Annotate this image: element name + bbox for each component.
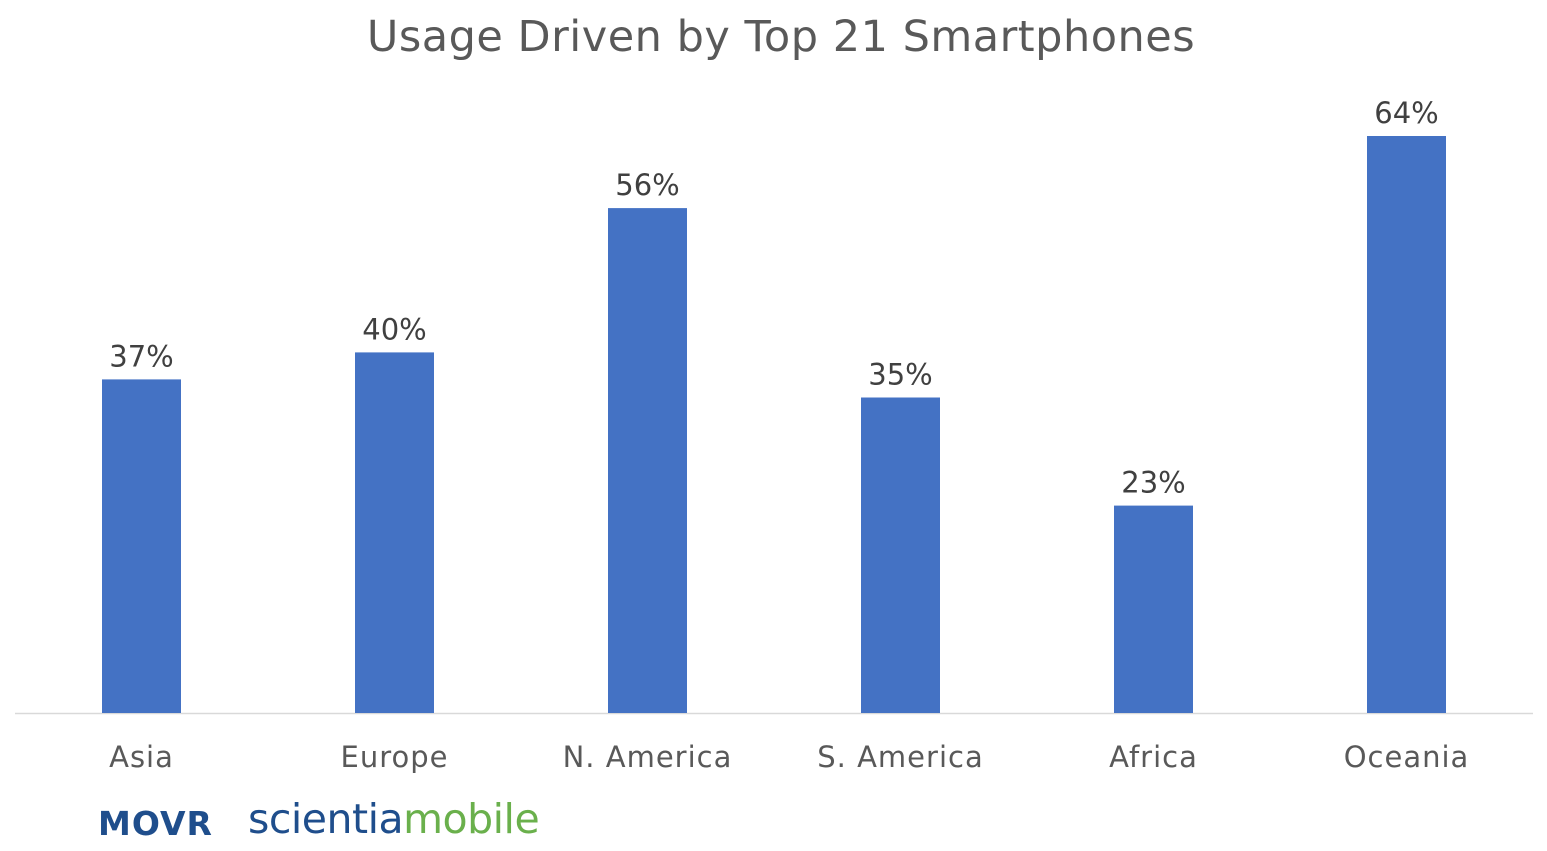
- scientiamobile-logo: scientiamobile: [248, 795, 540, 843]
- data-label: 40%: [362, 312, 426, 346]
- x-tick-labels-layer: Asia Europe N. America S. America Africa Ocea…: [109, 740, 1470, 774]
- chart-title: Usage Driven by Top 21 Smartphones: [366, 12, 1196, 62]
- data-label: 35%: [868, 358, 932, 392]
- bars-layer: [102, 136, 1446, 713]
- data-label: 64%: [1374, 96, 1438, 130]
- bar-n-america: [608, 208, 687, 713]
- data-label: 37%: [109, 339, 173, 373]
- bar-s-america: [861, 397, 940, 713]
- x-tick-label: Africa: [1109, 740, 1198, 774]
- data-labels-layer: 37% 40% 56% 35% 23% 64%: [109, 96, 1438, 500]
- x-tick-label: Europe: [341, 740, 449, 774]
- bar-chart: 37% 40% 56% 35% 23% 64% Asia Europe N. America S…: [15, 96, 1533, 774]
- data-label: 56%: [615, 168, 679, 202]
- data-label: 23%: [1121, 466, 1185, 500]
- x-tick-label: S. America: [817, 740, 983, 774]
- scientia-logo-part: scientia: [248, 795, 404, 843]
- bar-europe: [355, 352, 434, 713]
- bar-oceania: [1367, 136, 1446, 713]
- movr-logo: MOVR: [98, 804, 213, 843]
- x-tick-label: Asia: [109, 740, 174, 774]
- bar-africa: [1114, 505, 1193, 713]
- x-tick-label: Oceania: [1344, 740, 1470, 774]
- mobile-logo-part: mobile: [403, 795, 540, 843]
- bar-asia: [102, 379, 181, 713]
- x-tick-label: N. America: [563, 740, 733, 774]
